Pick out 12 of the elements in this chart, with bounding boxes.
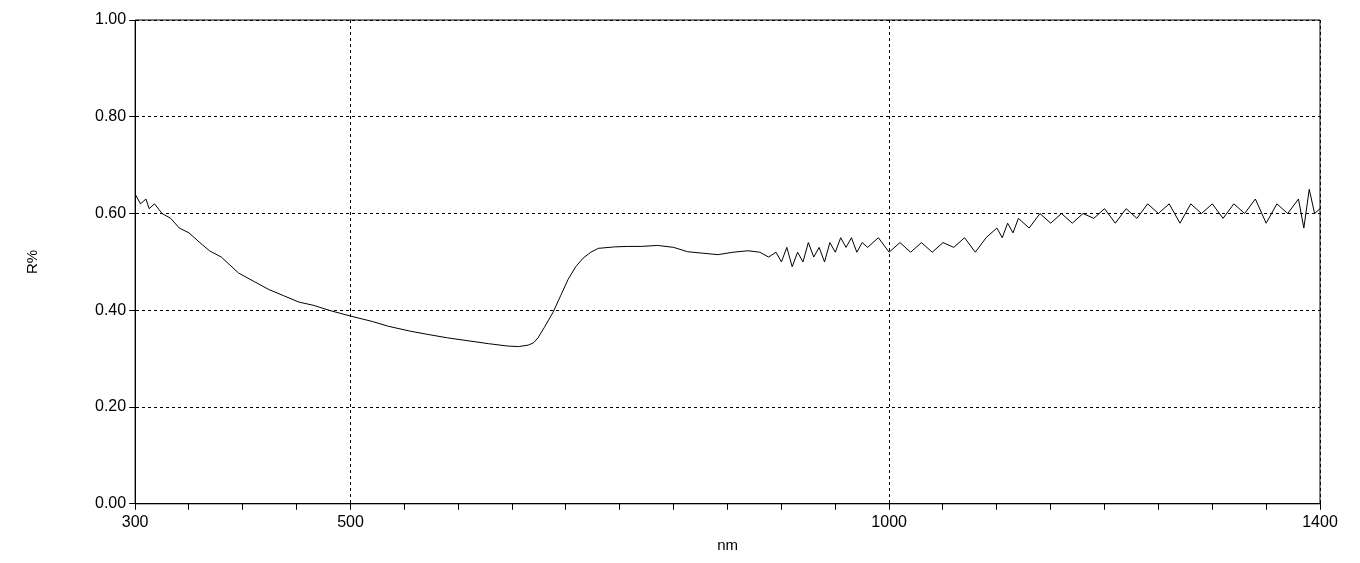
- y-tick-label: 0.40: [95, 300, 127, 318]
- x-tick-label: 1000: [871, 512, 908, 530]
- y-tick-label: 0.20: [95, 397, 127, 415]
- x-axis-title: nm: [717, 536, 738, 554]
- y-tick-label: 1.00: [95, 10, 127, 28]
- x-tick-label: 500: [337, 512, 365, 530]
- y-tick-label: 0.80: [95, 107, 127, 125]
- x-tick-label: 1400: [1302, 512, 1338, 530]
- y-tick-label: 0.00: [95, 494, 127, 512]
- x-tick-label: 300: [121, 512, 149, 530]
- y-tick-label: 0.60: [95, 203, 127, 221]
- y-axis-title: R%: [23, 249, 41, 274]
